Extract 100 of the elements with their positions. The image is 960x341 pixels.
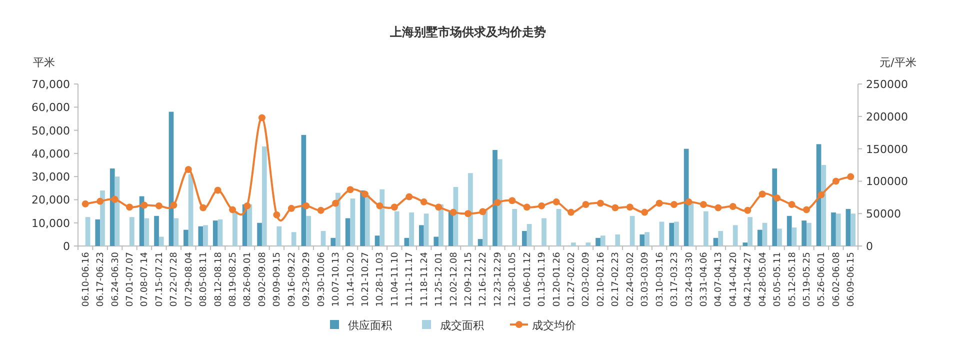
x-tick-label: 06.17-06.23	[96, 252, 106, 307]
bar	[615, 234, 620, 246]
bar	[713, 238, 718, 246]
bar	[669, 222, 674, 246]
bar	[600, 236, 606, 246]
point	[155, 202, 162, 210]
x-tick-label: 12.23-12.29	[493, 252, 504, 307]
x-tick-label: 02.10-02.16	[596, 252, 606, 307]
bar	[762, 222, 768, 246]
point	[508, 197, 516, 204]
x-tick-label: 11.04-11.10	[390, 252, 400, 307]
bar	[757, 230, 762, 246]
x-tick-label: 02.03-02.09	[582, 252, 592, 307]
bar	[831, 212, 836, 246]
y-tick-label: 60,000	[32, 101, 70, 114]
bar	[330, 238, 336, 246]
x-tick-label: 05.26-06.01	[817, 252, 828, 307]
x-tick-label: 09.16-09.22	[287, 252, 298, 307]
x-tick-label: 03.10-03.16	[655, 252, 666, 307]
bar	[821, 165, 826, 246]
y-axis-title: 平米	[33, 56, 55, 69]
point	[714, 204, 722, 212]
bar	[380, 189, 385, 246]
bar	[542, 218, 546, 246]
x-tick-label: 12.16-12.22	[478, 252, 489, 307]
point	[774, 194, 781, 202]
point	[626, 204, 634, 211]
bar	[777, 228, 782, 246]
x-tick-label: 04.14-04.20	[728, 252, 739, 307]
x-tick-label: 11.18-11.24	[420, 252, 430, 307]
bar	[364, 195, 370, 246]
bar	[212, 220, 218, 246]
x-tick-label: 01.06-01.12	[522, 252, 533, 307]
bar	[786, 216, 792, 246]
point	[126, 204, 134, 211]
bar	[448, 211, 454, 246]
legend-label: 供应面积	[348, 319, 392, 332]
x-tick-label: 11.25-12.01	[434, 252, 445, 307]
bar	[345, 218, 350, 246]
y-tick-label: 40,000	[32, 147, 70, 160]
x-tick-label: 06.09-06.15	[846, 252, 857, 307]
y2-axis-title: 元/平米	[880, 56, 916, 69]
point	[641, 208, 648, 216]
point	[612, 204, 619, 212]
x-tick-label: 08.19-08.25	[228, 252, 239, 307]
x-tick-label: 07.01-07.07	[126, 252, 136, 307]
bar	[748, 217, 752, 246]
bar	[596, 238, 600, 246]
point	[170, 202, 178, 209]
x-tick-label: 04.07-04.13	[714, 252, 724, 307]
y-tick-label: 70,000	[32, 78, 70, 91]
y2-tick-label: 250000	[866, 78, 908, 91]
x-tick-label: 10.21-10.27	[360, 252, 371, 307]
x-tick-label: 11.11-11.17	[405, 252, 416, 307]
x-tick-label: 03.24-03.30	[684, 252, 695, 307]
x-tick-label: 01.13-01.19	[538, 252, 548, 307]
bar	[792, 227, 797, 246]
point	[420, 198, 428, 206]
point	[464, 210, 472, 218]
point	[729, 202, 736, 210]
bar	[144, 218, 150, 246]
x-tick-label: 01.20-01.26	[552, 252, 562, 307]
point	[788, 201, 796, 208]
bar	[130, 217, 134, 246]
x-tick-label: 06.24-06.30	[110, 252, 121, 307]
x-tick-label: 08.26-09.01	[243, 252, 254, 307]
bar	[85, 217, 90, 246]
point	[847, 173, 854, 180]
bar	[257, 222, 262, 246]
bar	[198, 226, 204, 246]
bar	[360, 190, 365, 246]
bar	[404, 238, 410, 246]
point	[818, 191, 825, 198]
point	[685, 198, 692, 206]
x-tick-label: 07.08-07.14	[140, 252, 150, 307]
point	[656, 200, 663, 207]
x-tick-label: 09.09-09.15	[272, 252, 283, 307]
bar	[232, 211, 238, 246]
x-tick-label: 08.12-08.18	[214, 252, 224, 307]
point	[258, 114, 266, 122]
bar	[350, 198, 356, 246]
y2-tick-label: 50000	[866, 208, 901, 221]
point	[802, 206, 810, 214]
bar	[497, 159, 502, 246]
x-tick-label: 10.07-10.13	[332, 252, 342, 307]
bar	[320, 230, 326, 246]
point	[758, 190, 766, 198]
point	[435, 204, 442, 211]
point	[523, 204, 530, 211]
x-tick-label: 12.02-12.08	[449, 252, 460, 307]
bar	[732, 225, 738, 246]
legend-label: 成交面积	[440, 319, 484, 332]
point	[288, 204, 295, 212]
x-tick-label: 05.12-05.18	[788, 252, 798, 307]
bar	[100, 190, 105, 246]
point	[184, 166, 192, 174]
bar	[836, 214, 841, 246]
bar	[409, 212, 414, 246]
point	[317, 206, 324, 214]
y-tick-label: 10,000	[32, 216, 70, 230]
